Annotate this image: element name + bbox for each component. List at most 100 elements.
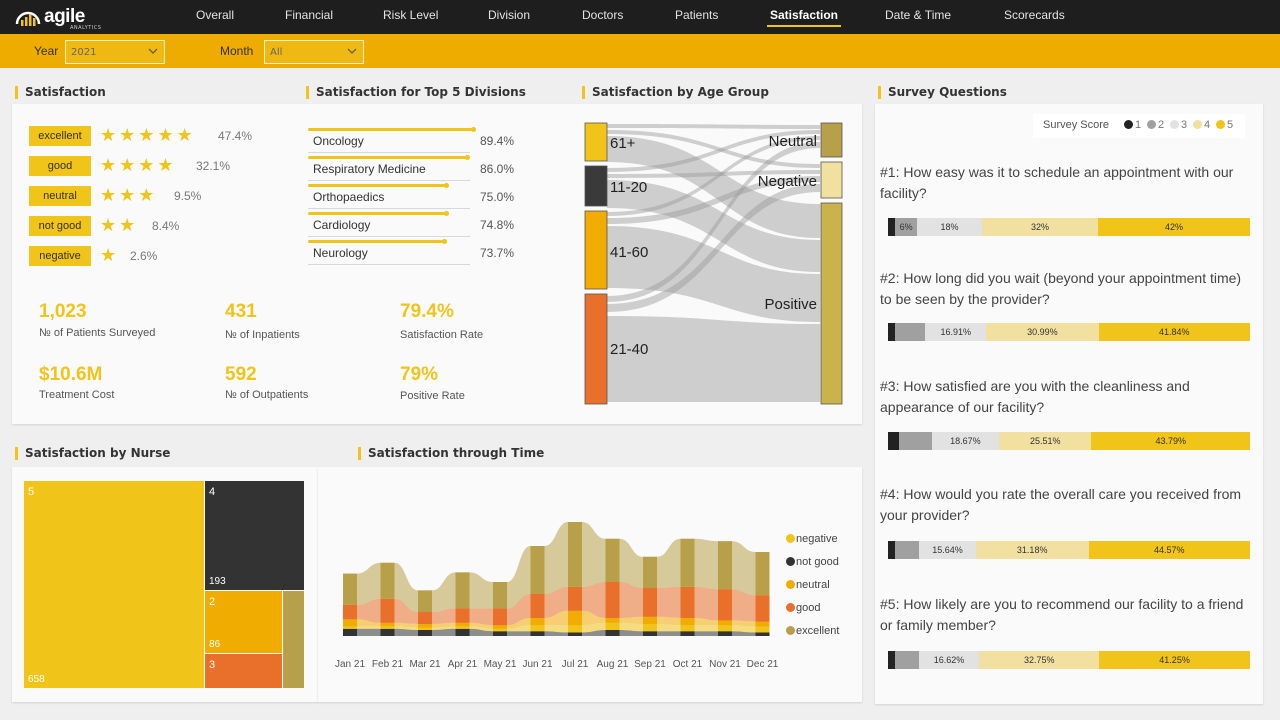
- bar-neutral[interactable]: [530, 618, 545, 626]
- bar-neutral[interactable]: [455, 622, 470, 627]
- rating-label-negative[interactable]: negative: [29, 246, 91, 266]
- score-segment-1[interactable]: [888, 541, 896, 559]
- bar-not-good[interactable]: [605, 630, 620, 636]
- division-bar[interactable]: [308, 211, 449, 216]
- bar-negative[interactable]: [755, 626, 770, 633]
- bar-good[interactable]: [493, 608, 507, 626]
- bar-good[interactable]: [643, 588, 657, 617]
- rating-label-not-good[interactable]: not good: [29, 216, 91, 236]
- bar-negative[interactable]: [643, 624, 657, 632]
- bar-good[interactable]: [680, 586, 695, 618]
- division-bar[interactable]: [308, 239, 447, 244]
- bar-negative[interactable]: [718, 625, 732, 632]
- rating-label-good[interactable]: good: [29, 156, 91, 176]
- area-negative[interactable]: [343, 622, 770, 633]
- nav-patients[interactable]: Patients: [675, 8, 719, 22]
- app-logo[interactable]: agile ANALYTICS: [14, 5, 124, 31]
- bar-good[interactable]: [343, 604, 357, 620]
- bar-excellent[interactable]: [568, 522, 582, 587]
- bar-not-good[interactable]: [680, 631, 695, 636]
- bar-not-good[interactable]: [343, 628, 357, 636]
- treemap-tile-5[interactable]: 5 658: [24, 481, 204, 688]
- bar-good[interactable]: [530, 594, 545, 618]
- bar-excellent[interactable]: [680, 538, 695, 587]
- score-segment-4[interactable]: 32%: [982, 218, 1098, 236]
- score-segment-5[interactable]: 44.57%: [1088, 541, 1250, 559]
- bar-not-good[interactable]: [418, 630, 432, 636]
- bar-not-good[interactable]: [455, 628, 470, 636]
- bar-excellent[interactable]: [605, 538, 620, 582]
- bar-excellent[interactable]: [530, 546, 545, 594]
- score-segment-1[interactable]: [888, 218, 896, 236]
- area-excellent[interactable]: [343, 522, 770, 612]
- score-segment-3[interactable]: 15.64%: [919, 541, 976, 559]
- bar-neutral[interactable]: [418, 624, 432, 628]
- score-segment-2[interactable]: [895, 541, 920, 559]
- area-good[interactable]: [343, 582, 770, 626]
- bar-neutral[interactable]: [343, 619, 357, 627]
- nav-satisfaction[interactable]: Satisfaction: [770, 8, 839, 22]
- score-segment-2[interactable]: 6%: [895, 218, 917, 236]
- bar-not-good[interactable]: [643, 631, 657, 636]
- score-segment-3[interactable]: 18%: [916, 218, 983, 236]
- bar-good[interactable]: [568, 586, 582, 611]
- bar-good[interactable]: [455, 608, 470, 623]
- bar-good[interactable]: [605, 582, 620, 618]
- score-segment-5[interactable]: 43.79%: [1091, 432, 1250, 450]
- bar-not-good[interactable]: [380, 628, 395, 636]
- division-bar[interactable]: [308, 183, 450, 188]
- survey-score-bar[interactable]: 16.62% 32.75% 41.25%: [888, 651, 1250, 669]
- score-segment-4[interactable]: 31.18%: [975, 541, 1089, 559]
- bar-not-good[interactable]: [755, 632, 770, 636]
- score-segment-3[interactable]: 18.67%: [931, 432, 1000, 450]
- score-segment-5[interactable]: 41.84%: [1098, 323, 1250, 341]
- bar-neutral[interactable]: [380, 622, 395, 627]
- bar-neutral[interactable]: [718, 620, 732, 626]
- time-legend-item[interactable]: negative: [786, 533, 838, 545]
- rating-label-neutral[interactable]: neutral: [29, 186, 91, 206]
- time-legend-item[interactable]: not good: [786, 556, 839, 568]
- bar-neutral[interactable]: [568, 610, 582, 626]
- bar-good[interactable]: [418, 612, 432, 624]
- score-segment-1[interactable]: [888, 323, 896, 341]
- bar-neutral[interactable]: [755, 621, 770, 627]
- score-segment-2[interactable]: [895, 651, 919, 669]
- treemap-tile-3[interactable]: 3: [205, 654, 282, 688]
- score-segment-4[interactable]: 32.75%: [979, 651, 1100, 669]
- bar-good[interactable]: [755, 595, 770, 622]
- treemap-tile-1[interactable]: [283, 591, 304, 688]
- division-bar[interactable]: [308, 127, 476, 132]
- nav-scorecards[interactable]: Scorecards: [1004, 8, 1065, 22]
- bar-negative[interactable]: [343, 626, 357, 629]
- bar-neutral[interactable]: [605, 618, 620, 623]
- survey-score-bar[interactable]: 15.64% 31.18% 44.57%: [888, 541, 1250, 559]
- bar-excellent[interactable]: [455, 572, 470, 609]
- bar-excellent[interactable]: [643, 556, 657, 588]
- bar-negative[interactable]: [605, 622, 620, 630]
- nav-financial[interactable]: Financial: [285, 8, 334, 22]
- nav-doctors[interactable]: Doctors: [582, 8, 624, 22]
- bar-negative[interactable]: [530, 625, 545, 632]
- treemap-tile-2[interactable]: 2 86: [205, 591, 282, 653]
- nav-date-time[interactable]: Date & Time: [885, 8, 952, 22]
- bar-negative[interactable]: [418, 627, 432, 630]
- score-segment-3[interactable]: 16.91%: [925, 323, 987, 341]
- score-segment-4[interactable]: 30.99%: [986, 323, 1099, 341]
- survey-score-bar[interactable]: 6% 18% 32% 42%: [888, 218, 1250, 236]
- survey-score-bar[interactable]: 18.67% 25.51% 43.79%: [888, 432, 1250, 450]
- bar-not-good[interactable]: [568, 632, 582, 636]
- score-segment-2[interactable]: [895, 323, 926, 341]
- bar-negative[interactable]: [455, 626, 470, 629]
- score-segment-1[interactable]: [888, 432, 899, 450]
- rating-label-excellent[interactable]: excellent: [29, 126, 91, 146]
- time-legend-item[interactable]: neutral: [786, 579, 830, 591]
- bar-neutral[interactable]: [493, 625, 507, 629]
- bar-negative[interactable]: [568, 625, 582, 633]
- score-segment-4[interactable]: 25.51%: [999, 432, 1092, 450]
- bar-not-good[interactable]: [530, 631, 545, 636]
- treemap-tile-4[interactable]: 4 193: [205, 481, 304, 590]
- time-legend-item[interactable]: good: [786, 602, 820, 614]
- area-not-good[interactable]: [343, 628, 770, 636]
- nav-overall[interactable]: Overall: [196, 8, 235, 22]
- bar-excellent[interactable]: [380, 562, 395, 599]
